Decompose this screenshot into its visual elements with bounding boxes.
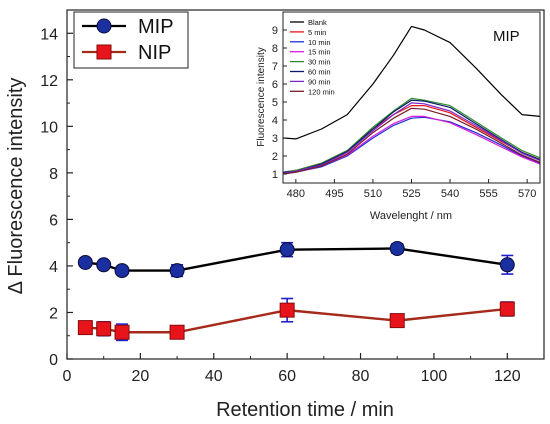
inset-plot: 480 495 510 525 540 555 570 1 2 3 4 5 6 7 8 9 Waveleng… bbox=[256, 11, 541, 222]
inset-legend-label: 120 min bbox=[308, 87, 335, 96]
main-x-tick-label: 80 bbox=[352, 368, 370, 385]
inset-y-tick-label: 8 bbox=[272, 43, 278, 55]
main-x-ticks: 0 20 40 60 80 100 120 bbox=[63, 353, 521, 385]
inset-background bbox=[283, 12, 540, 183]
main-series-layer bbox=[77, 240, 515, 342]
main-y-tick-label: 4 bbox=[49, 259, 58, 276]
data-point-nip bbox=[77, 320, 93, 336]
inset-series-30-min-line bbox=[282, 97, 541, 173]
inset-x-tick-label: 525 bbox=[402, 188, 420, 200]
main-y-tick-label: 2 bbox=[49, 305, 58, 322]
main-y-tick-label: 0 bbox=[49, 352, 58, 369]
inset-y-tick-label: 1 bbox=[272, 169, 278, 181]
inset-x-ticks: 480 495 510 525 540 555 570 bbox=[287, 179, 536, 200]
inset-legend-label: 60 min bbox=[308, 68, 331, 77]
inset-series-layer bbox=[282, 25, 541, 175]
data-point-mip bbox=[279, 242, 295, 258]
inset-y-ticks: 1 2 3 4 5 6 7 8 9 bbox=[272, 25, 287, 181]
main-y-tick-label: 14 bbox=[40, 26, 58, 43]
data-point-mip bbox=[389, 240, 405, 256]
main-x-tick-label: 0 bbox=[63, 368, 72, 385]
inset-legend-label: 90 min bbox=[308, 77, 331, 86]
data-point-nip bbox=[96, 321, 112, 337]
inset-x-tick-label: 495 bbox=[325, 188, 343, 200]
inset-legend-label: 5 min bbox=[308, 28, 326, 37]
main-y-tick-label: 6 bbox=[49, 212, 58, 229]
inset-y-axis-label: Fluorescence intensity bbox=[256, 47, 267, 147]
main-y-tick-label: 12 bbox=[40, 73, 58, 90]
main-x-tick-label: 40 bbox=[205, 368, 223, 385]
inset-title: MIP bbox=[493, 28, 520, 45]
inset-legend-label: 15 min bbox=[308, 48, 331, 57]
inset-legend-label: Blank bbox=[308, 18, 327, 27]
data-point-nip bbox=[389, 313, 405, 329]
inset-series-60-min-line bbox=[282, 99, 541, 173]
main-legend-box bbox=[73, 11, 189, 69]
data-point-mip bbox=[169, 263, 185, 279]
main-y-axis-label: Δ Fluorescence intensity bbox=[5, 78, 27, 295]
main-y-tick-label: 8 bbox=[49, 166, 58, 183]
main-x-tick-label: 120 bbox=[494, 368, 521, 385]
main-x-tick-label: 100 bbox=[421, 368, 448, 385]
main-legend: MIP NIP bbox=[73, 11, 189, 69]
inset-y-tick-label: 6 bbox=[272, 79, 278, 91]
data-point-mip bbox=[499, 257, 515, 273]
inset-x-tick-label: 540 bbox=[441, 188, 459, 200]
inset-y-tick-label: 2 bbox=[272, 151, 278, 163]
inset-x-tick-label: 510 bbox=[364, 188, 382, 200]
data-point-nip bbox=[169, 324, 185, 340]
main-y-ticks: 0 2 4 6 8 10 12 14 bbox=[40, 9, 73, 369]
inset-y-tick-label: 7 bbox=[272, 61, 278, 73]
main-x-tick-label: 60 bbox=[278, 368, 296, 385]
legend-mip-label: MIP bbox=[138, 16, 174, 38]
data-point-mip bbox=[96, 257, 112, 273]
main-x-tick-label: 20 bbox=[131, 368, 149, 385]
inset-legend-label: 10 min bbox=[308, 38, 331, 47]
inset-x-tick-label: 570 bbox=[518, 188, 536, 200]
inset-y-tick-label: 4 bbox=[272, 115, 278, 127]
inset-y-tick-label: 5 bbox=[272, 97, 278, 109]
legend-nip-marker bbox=[96, 44, 112, 60]
main-y-tick-label: 10 bbox=[40, 119, 58, 136]
main-x-axis-label: Retention time / min bbox=[216, 399, 394, 421]
inset-y-tick-label: 3 bbox=[272, 133, 278, 145]
data-point-nip bbox=[114, 324, 130, 340]
inset-series-90-min-line bbox=[282, 102, 541, 174]
data-point-mip bbox=[77, 254, 93, 270]
inset-x-tick-label: 480 bbox=[287, 188, 305, 200]
inset-series-blank-line bbox=[282, 25, 541, 140]
legend-mip-marker bbox=[96, 18, 112, 34]
legend-nip-label: NIP bbox=[138, 42, 171, 64]
inset-legend-label: 30 min bbox=[308, 58, 331, 67]
data-point-nip bbox=[499, 301, 515, 317]
main-plot-frame bbox=[66, 9, 545, 360]
inset-series-120-min-line bbox=[282, 107, 541, 175]
data-point-mip bbox=[114, 263, 130, 279]
inset-x-tick-label: 555 bbox=[479, 188, 497, 200]
inset-series-10-min-line bbox=[282, 116, 541, 175]
data-point-nip bbox=[279, 302, 295, 318]
inset-y-tick-label: 9 bbox=[272, 25, 278, 37]
inset-x-axis-label: Wavelenght / nm bbox=[370, 210, 452, 222]
